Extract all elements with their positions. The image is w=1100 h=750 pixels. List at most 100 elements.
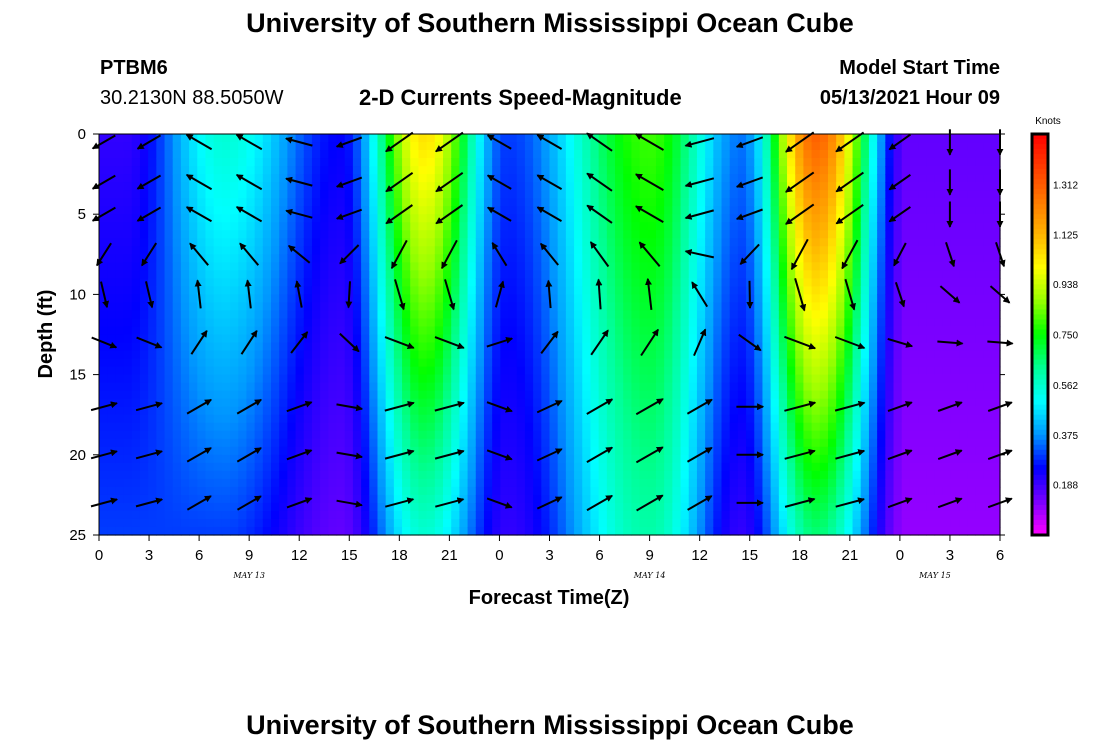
heatmap-cell [852,366,862,376]
heatmap-cell [680,422,690,432]
heatmap-cell [164,190,174,199]
heatmap-cell [909,238,919,247]
heatmap-cell [262,302,272,312]
heatmap-cell [418,430,428,440]
heatmap-cell [492,422,501,432]
heatmap-cell [909,198,919,207]
heatmap-cell [615,478,624,488]
heatmap-cell [230,198,239,207]
heatmap-cell [320,134,329,143]
heatmap-cell [271,446,280,456]
heatmap-cell [827,422,837,432]
heatmap-cell [696,166,706,175]
heatmap-cell [467,526,477,536]
heatmap-cell [459,382,469,392]
heatmap-cell [361,526,370,536]
heatmap-cell [287,214,297,223]
heatmap-cell [713,166,723,175]
heatmap-cell [508,318,518,328]
heatmap-cell [549,398,559,408]
heatmap-cell [598,158,608,167]
heatmap-cell [787,286,796,295]
heatmap-cell [369,422,379,432]
heatmap-cell [352,214,362,223]
heatmap-cell [647,526,657,536]
heatmap-cell [361,342,370,352]
heatmap-cell [434,358,444,368]
heatmap-cell [582,294,592,304]
heatmap-cell [443,326,452,336]
heatmap-cell [467,462,477,472]
heatmap-cell [852,230,862,239]
heatmap-cell [295,430,305,440]
heatmap-cell [205,262,215,271]
heatmap-cell [189,382,198,392]
heatmap-cell [598,398,608,408]
heatmap-cell [680,502,690,512]
heatmap-cell [533,446,542,456]
heatmap-cell [115,470,125,480]
heatmap-cell [721,430,731,440]
heatmap-cell [721,422,731,432]
heatmap-cell [500,422,510,432]
heatmap-cell [197,286,207,295]
heatmap-cell [443,374,452,384]
heatmap-cell [377,358,387,368]
heatmap-cell [508,390,518,400]
heatmap-cell [844,502,854,512]
heatmap-cell [402,134,411,143]
heatmap-cell [713,422,723,432]
heatmap-cell [328,470,338,480]
heatmap-cell [131,462,141,472]
heatmap-cell [361,158,370,167]
heatmap-cell [238,510,248,520]
heatmap-cell [238,278,248,287]
heatmap-cell [99,494,108,504]
heatmap-cell [655,214,665,223]
heatmap-cell [123,294,133,304]
heatmap-cell [279,430,288,440]
heatmap-cell [107,406,116,416]
heatmap-cell [705,414,714,424]
heatmap-cell [582,166,592,175]
heatmap-cell [787,454,796,464]
heatmap-cell [492,206,501,215]
heatmap-cell [107,262,116,271]
heatmap-cell [893,414,903,424]
heatmap-cell [221,390,231,400]
heatmap-cell [508,470,518,480]
heatmap-cell [254,374,264,384]
heatmap-cell [705,254,714,263]
heatmap-cell [139,222,149,231]
heatmap-cell [385,326,395,336]
heatmap-cell [483,230,493,239]
heatmap-cell [524,166,534,175]
heatmap-cell [688,222,698,231]
heatmap-cell [295,214,305,223]
heatmap-cell [475,278,485,287]
heatmap-cell [836,166,845,175]
heatmap-cell [615,390,624,400]
heatmap-cell [827,366,837,376]
heatmap-cell [443,206,452,215]
heatmap-cell [623,478,633,488]
heatmap-cell [655,150,665,159]
heatmap-cell [680,470,690,480]
heatmap-cell [393,478,403,488]
heatmap-cell [713,182,723,191]
heatmap-cell [303,190,313,199]
heatmap-cell [819,278,829,287]
heatmap-cell [352,390,362,400]
heatmap-cell [516,454,526,464]
heatmap-cell [443,470,452,480]
heatmap-cell [516,134,526,143]
heatmap-cell [688,422,698,432]
heatmap-cell [836,238,845,247]
heatmap-cell [107,270,116,279]
heatmap-cell [827,134,837,143]
heatmap-cell [410,406,420,416]
heatmap-cell [885,510,895,520]
heatmap-cell [287,446,297,456]
heatmap-cell [819,438,829,448]
heatmap-cell [541,374,551,384]
